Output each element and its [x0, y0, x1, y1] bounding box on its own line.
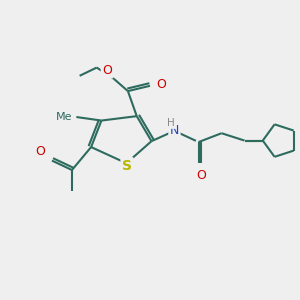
Text: O: O — [36, 145, 46, 158]
Text: H: H — [167, 118, 175, 128]
Text: O: O — [157, 78, 166, 91]
Text: O: O — [196, 169, 206, 182]
Text: Me: Me — [56, 112, 73, 122]
Text: O: O — [102, 64, 112, 77]
Text: S: S — [122, 159, 132, 172]
Text: N: N — [170, 124, 179, 137]
